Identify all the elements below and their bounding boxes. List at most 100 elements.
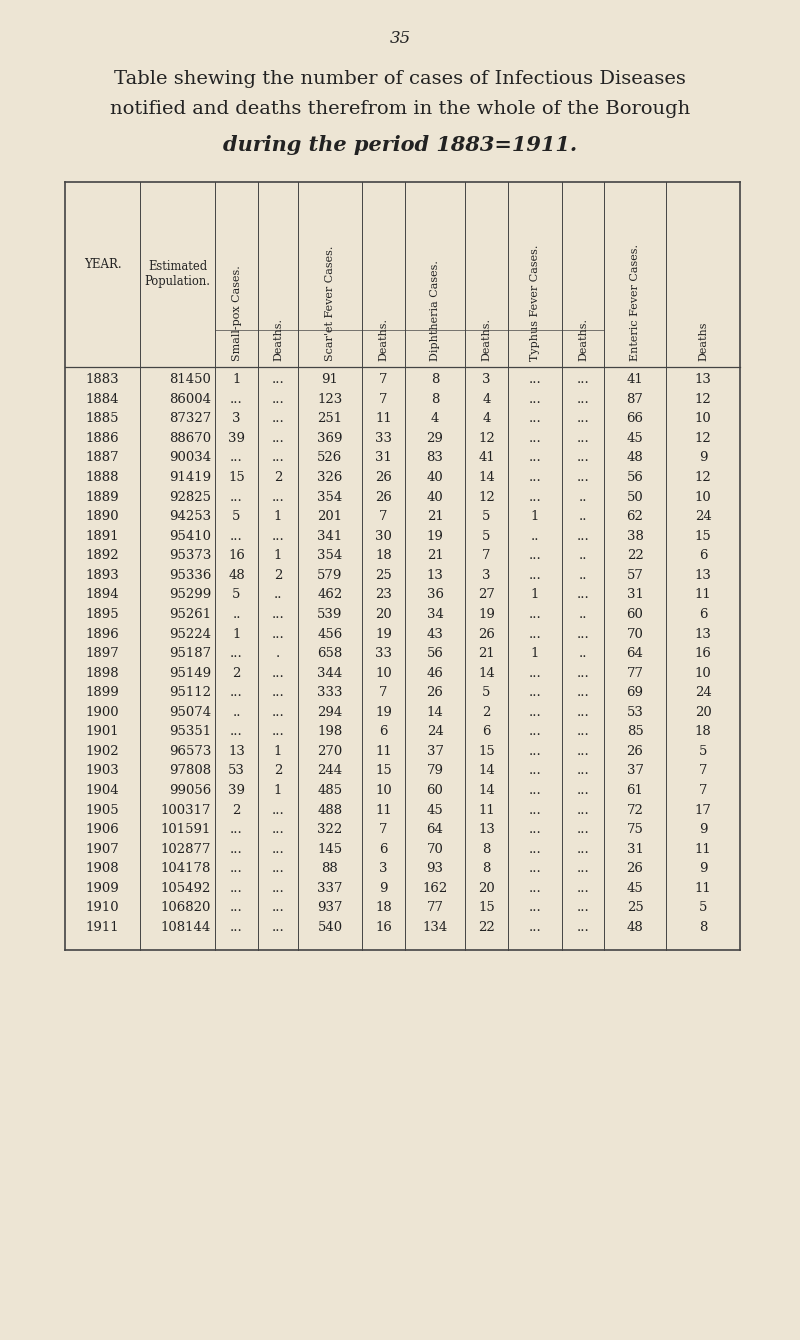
Text: 3: 3: [379, 863, 388, 875]
Text: 8: 8: [699, 921, 707, 934]
Text: 1894: 1894: [86, 588, 119, 602]
Text: 26: 26: [375, 472, 392, 484]
Text: 25: 25: [375, 570, 392, 582]
Text: 93: 93: [426, 863, 443, 875]
Text: 95336: 95336: [169, 570, 211, 582]
Text: 97808: 97808: [169, 765, 211, 777]
Text: ...: ...: [529, 725, 542, 738]
Text: 86004: 86004: [169, 393, 211, 406]
Text: 1899: 1899: [86, 686, 119, 699]
Text: Typhus Fever Cases.: Typhus Fever Cases.: [530, 245, 540, 360]
Text: 13: 13: [478, 823, 495, 836]
Text: 1902: 1902: [86, 745, 119, 758]
Text: 11: 11: [694, 882, 711, 895]
Text: ...: ...: [577, 472, 590, 484]
Text: 30: 30: [375, 529, 392, 543]
Text: ...: ...: [529, 902, 542, 914]
Text: ...: ...: [577, 765, 590, 777]
Text: 83: 83: [426, 452, 443, 465]
Text: 1: 1: [232, 374, 241, 386]
Text: 7: 7: [379, 511, 388, 523]
Text: 8: 8: [482, 863, 490, 875]
Text: 39: 39: [228, 431, 245, 445]
Text: 14: 14: [478, 667, 495, 679]
Text: 31: 31: [626, 843, 643, 856]
Text: 37: 37: [426, 745, 443, 758]
Text: 60: 60: [626, 608, 643, 620]
Text: 26: 26: [478, 627, 495, 641]
Text: 39: 39: [228, 784, 245, 797]
Text: 70: 70: [626, 627, 643, 641]
Text: 8: 8: [431, 374, 439, 386]
Text: ...: ...: [529, 608, 542, 620]
Text: ...: ...: [577, 452, 590, 465]
Text: 38: 38: [626, 529, 643, 543]
Text: 1904: 1904: [86, 784, 119, 797]
Text: ...: ...: [529, 804, 542, 816]
Text: 13: 13: [694, 570, 711, 582]
Text: 5: 5: [482, 529, 490, 543]
Text: 6: 6: [698, 608, 707, 620]
Text: ...: ...: [272, 902, 284, 914]
Text: ..: ..: [232, 706, 241, 718]
Text: 15: 15: [228, 472, 245, 484]
Text: 16: 16: [228, 549, 245, 563]
Text: ...: ...: [577, 529, 590, 543]
Text: 13: 13: [694, 627, 711, 641]
Text: 1: 1: [531, 588, 539, 602]
Text: ...: ...: [577, 374, 590, 386]
Text: ...: ...: [529, 921, 542, 934]
Text: ...: ...: [230, 823, 243, 836]
Text: 102877: 102877: [161, 843, 211, 856]
Text: 540: 540: [318, 921, 342, 934]
Text: 16: 16: [694, 647, 711, 661]
Text: 95351: 95351: [169, 725, 211, 738]
Text: 21: 21: [426, 511, 443, 523]
Text: 9: 9: [698, 452, 707, 465]
Text: ...: ...: [230, 882, 243, 895]
Text: 10: 10: [694, 490, 711, 504]
Text: 18: 18: [375, 549, 392, 563]
Text: ...: ...: [272, 686, 284, 699]
Text: 5: 5: [232, 511, 241, 523]
Text: 9: 9: [698, 823, 707, 836]
Text: ..: ..: [578, 647, 587, 661]
Text: ...: ...: [577, 882, 590, 895]
Text: 145: 145: [318, 843, 342, 856]
Text: 90034: 90034: [169, 452, 211, 465]
Text: 1: 1: [531, 647, 539, 661]
Text: 11: 11: [375, 413, 392, 425]
Text: 326: 326: [318, 472, 342, 484]
Text: 19: 19: [426, 529, 443, 543]
Text: ...: ...: [577, 921, 590, 934]
Text: 95187: 95187: [169, 647, 211, 661]
Text: 15: 15: [478, 745, 495, 758]
Text: 34: 34: [426, 608, 443, 620]
Text: 12: 12: [478, 431, 495, 445]
Text: Table shewing the number of cases of Infectious Diseases: Table shewing the number of cases of Inf…: [114, 70, 686, 88]
Text: ..: ..: [530, 529, 539, 543]
Text: ...: ...: [230, 393, 243, 406]
Text: 22: 22: [478, 921, 495, 934]
Text: 37: 37: [626, 765, 643, 777]
Text: 88670: 88670: [169, 431, 211, 445]
Text: 57: 57: [626, 570, 643, 582]
Text: ...: ...: [529, 452, 542, 465]
Text: 45: 45: [426, 804, 443, 816]
Text: ...: ...: [230, 529, 243, 543]
Text: Estimated
Population.: Estimated Population.: [145, 260, 210, 288]
Text: 81450: 81450: [169, 374, 211, 386]
Text: ...: ...: [230, 452, 243, 465]
Text: 46: 46: [426, 667, 443, 679]
Text: 1895: 1895: [86, 608, 119, 620]
Text: 337: 337: [318, 882, 342, 895]
Text: 19: 19: [375, 627, 392, 641]
Text: 95074: 95074: [169, 706, 211, 718]
Text: 94253: 94253: [169, 511, 211, 523]
Text: 53: 53: [626, 706, 643, 718]
Text: 937: 937: [318, 902, 342, 914]
Text: ...: ...: [272, 804, 284, 816]
Text: ...: ...: [272, 413, 284, 425]
Text: 7: 7: [379, 823, 388, 836]
Text: 14: 14: [426, 706, 443, 718]
